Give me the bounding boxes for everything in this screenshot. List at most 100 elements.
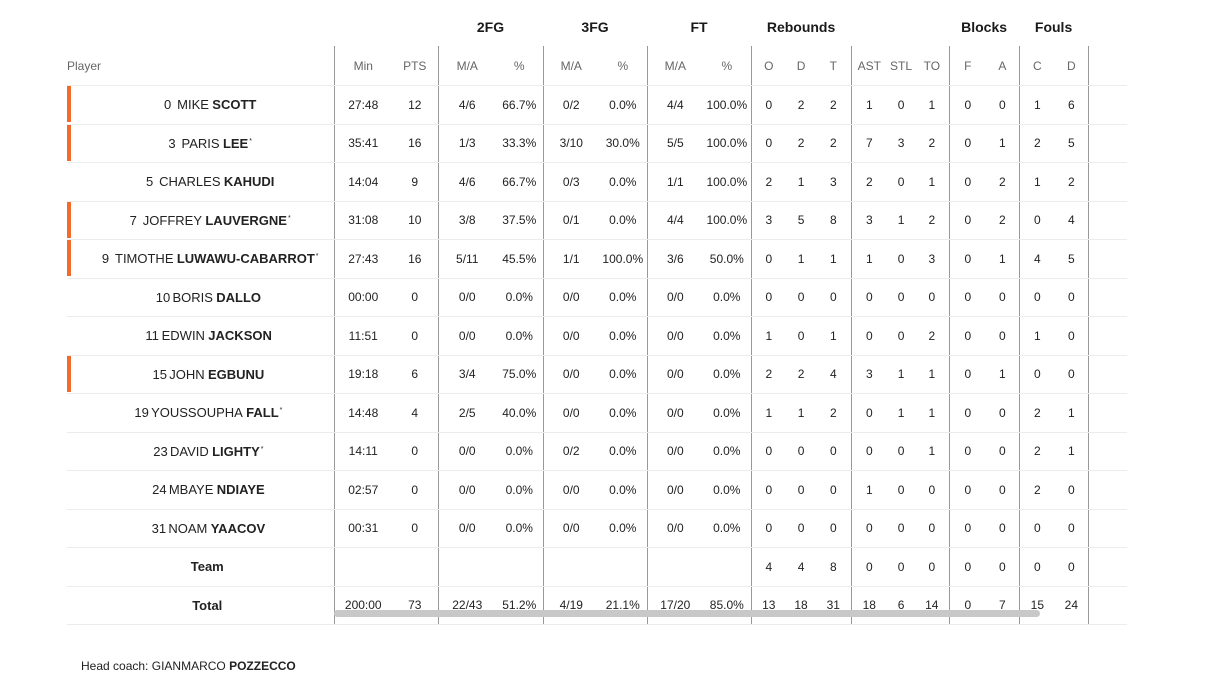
- player-last-name: LIGHTY: [212, 443, 260, 459]
- player-cell[interactable]: 23 DAVID LIGHTY*: [67, 432, 334, 471]
- stat-fouls-d: 1: [1055, 432, 1089, 471]
- stat-reb-t: 0: [816, 470, 852, 510]
- total-stat-3fg-pct: 21.1%: [599, 586, 648, 625]
- stat-3fg-pct: 0.0%: [599, 432, 648, 471]
- stat-to: 0: [915, 470, 950, 510]
- team-stat-ast: 0: [850, 547, 888, 587]
- col-player[interactable]: Player: [67, 46, 334, 86]
- stat-blk-a: 1: [986, 124, 1020, 163]
- player-row[interactable]: 5 CHARLES KAHUDI 14:04 9 4/6 66.7% 0/3 0.0% 1/1 1…: [67, 162, 1128, 202]
- player-row[interactable]: 7 JOFFREY LAUVERGNE* 31:08 10 3/8 37.5% 0/1 0.0…: [67, 201, 1128, 240]
- stat-2fg-pct: 75.0%: [496, 355, 544, 394]
- player-last-name: DALLO: [216, 289, 262, 305]
- captain-mark: *: [249, 137, 252, 145]
- stat-to: 1: [915, 85, 950, 125]
- col-ft-ma[interactable]: M/A: [646, 46, 704, 86]
- player-first-name: CHARLES: [159, 174, 221, 190]
- col-3fg-ma[interactable]: M/A: [542, 46, 600, 86]
- stat-2fg-ma: 0/0: [437, 316, 496, 356]
- col-blk-a[interactable]: A: [986, 46, 1020, 86]
- stat-fouls-c: 1: [1018, 316, 1056, 356]
- player-cell[interactable]: 5 CHARLES KAHUDI: [67, 162, 334, 202]
- player-cell[interactable]: 19 YOUSSOUPHA FALL*: [67, 393, 334, 433]
- col-reb-t[interactable]: T: [816, 46, 852, 86]
- stat-3fg-pct: 0.0%: [599, 316, 648, 356]
- total-stat-ast: 18: [850, 586, 888, 625]
- player-cell[interactable]: 31 NOAM YAACOV: [67, 509, 334, 548]
- col-3fg-pct[interactable]: %: [599, 46, 648, 86]
- player-cell[interactable]: 11 EDWIN JACKSON: [67, 316, 334, 356]
- player-cell[interactable]: 7 JOFFREY LAUVERGNE*: [67, 201, 334, 240]
- player-cell[interactable]: 10 BORIS DALLO: [67, 278, 334, 317]
- stat-2fg-pct: 66.7%: [496, 162, 544, 202]
- stat-pts: 12: [392, 85, 438, 125]
- stat-ast: 3: [850, 355, 888, 394]
- stat-reb-t: 8: [816, 201, 852, 240]
- col-ast[interactable]: AST: [850, 46, 888, 86]
- player-row[interactable]: 10 BORIS DALLO 00:00 0 0/0 0.0% 0/0 0.0% 0/0 0.0%…: [67, 278, 1128, 317]
- stat-ast: 0: [850, 316, 888, 356]
- col-reb-o[interactable]: O: [750, 46, 787, 86]
- starter-marker: [67, 240, 71, 276]
- stat-stl: 1: [887, 393, 916, 433]
- col-blk-f[interactable]: F: [948, 46, 987, 86]
- player-row[interactable]: 11 EDWIN JACKSON 11:51 0 0/0 0.0% 0/0 0.0% 0/0 0.…: [67, 316, 1128, 356]
- group-fouls: Fouls: [1034, 19, 1073, 35]
- player-row[interactable]: 31 NOAM YAACOV 00:31 0 0/0 0.0% 0/0 0.0% 0/0 0.0%…: [67, 509, 1128, 548]
- stat-3fg-pct: 0.0%: [599, 162, 648, 202]
- horizontal-scrollbar[interactable]: [334, 610, 1040, 617]
- col-stl[interactable]: STL: [887, 46, 916, 86]
- stat-fouls-d: 5: [1055, 124, 1089, 163]
- player-row[interactable]: 15 JOHN EGBUNU 19:18 6 3/4 75.0% 0/0 0.0% 0/0 0.0…: [67, 355, 1128, 394]
- player-cell[interactable]: 3 PARIS LEE*: [67, 124, 334, 163]
- stat-3fg-pct: 0.0%: [599, 393, 648, 433]
- stat-3fg-ma: 1/1: [542, 239, 600, 279]
- stat-3fg-pct: 0.0%: [599, 470, 648, 510]
- stat-min: 31:08: [333, 201, 392, 240]
- player-row[interactable]: 9 TIMOTHE LUWAWU-CABARROT* 27:43 16 5/11 45.5…: [67, 239, 1128, 279]
- stat-to: 0: [915, 509, 950, 548]
- col-to[interactable]: TO: [915, 46, 950, 86]
- player-row[interactable]: 0 MIKE SCOTT 27:48 12 4/6 66.7% 0/2 0.0% 4/4 100.…: [67, 85, 1128, 125]
- player-first-name: YOUSSOUPHA: [151, 405, 243, 421]
- player-cell[interactable]: 15 JOHN EGBUNU: [67, 355, 334, 394]
- player-row[interactable]: 19 YOUSSOUPHA FALL* 14:48 4 2/5 40.0% 0/0 0.0% 0…: [67, 393, 1128, 433]
- player-row[interactable]: 23 DAVID LIGHTY* 14:11 0 0/0 0.0% 0/2 0.0% 0/0 0.…: [67, 432, 1128, 471]
- col-reb-d[interactable]: D: [786, 46, 817, 86]
- group-blocks: Blocks: [961, 19, 1008, 35]
- player-first-name: MBAYE: [168, 482, 214, 498]
- player-number: 15: [152, 366, 167, 382]
- stat-reb-d: 0: [786, 470, 817, 510]
- stat-3fg-ma: 0/0: [542, 278, 600, 317]
- stat-blk-f: 0: [948, 201, 987, 240]
- stat-2fg-pct: 45.5%: [496, 239, 544, 279]
- player-first-name: PARIS: [181, 135, 220, 151]
- player-row[interactable]: 3 PARIS LEE* 35:41 16 1/3 33.3% 3/10 30.0% 5/5 10…: [67, 124, 1128, 163]
- player-row[interactable]: 24 MBAYE NDIAYE 02:57 0 0/0 0.0% 0/0 0.0% 0/0 0.0…: [67, 470, 1128, 510]
- stat-fouls-d: 0: [1055, 509, 1089, 548]
- player-cell[interactable]: 24 MBAYE NDIAYE: [67, 470, 334, 510]
- player-number: 31: [151, 520, 167, 536]
- col-min[interactable]: Min: [333, 46, 392, 86]
- team-stat-2fg-pct: [496, 547, 544, 587]
- col-2fg-pct[interactable]: %: [496, 46, 544, 86]
- player-cell[interactable]: 9 TIMOTHE LUWAWU-CABARROT*: [67, 239, 334, 279]
- total-label: Total: [67, 586, 334, 625]
- team-stat-reb-t: 8: [816, 547, 852, 587]
- col-pts[interactable]: PTS: [392, 46, 438, 86]
- player-cell[interactable]: 0 MIKE SCOTT: [67, 85, 334, 125]
- stat-blk-a: 2: [986, 162, 1020, 202]
- col-fouls-d[interactable]: D: [1055, 46, 1089, 86]
- col-2fg-ma[interactable]: M/A: [437, 46, 496, 86]
- stat-to: 2: [915, 124, 950, 163]
- team-stat-pts: [392, 547, 438, 587]
- stat-blk-f: 0: [948, 393, 987, 433]
- stat-reb-o: 1: [750, 393, 787, 433]
- stat-blk-f: 0: [948, 470, 987, 510]
- col-ft-pct[interactable]: %: [703, 46, 752, 86]
- stat-blk-f: 0: [948, 355, 987, 394]
- col-fouls-c[interactable]: C: [1018, 46, 1056, 86]
- group-3fg: 3FG: [581, 19, 609, 35]
- starter-marker: [67, 355, 71, 392]
- player-last-name: LAUVERGNE: [205, 212, 287, 228]
